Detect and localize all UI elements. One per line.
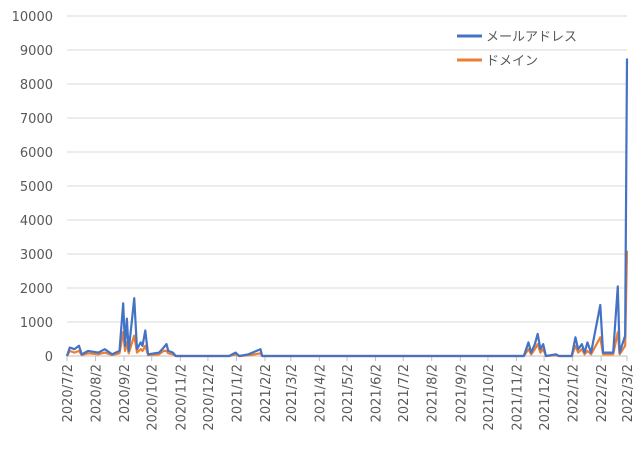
x-tick-label: 2020/11/2: [174, 364, 189, 431]
x-tick-label: 2021/2/2: [259, 364, 274, 422]
x-tick-label: 2022/2/2: [595, 364, 610, 422]
x-tick-label: 2020/12/2: [202, 364, 217, 431]
x-tick-label: 2021/1/2: [230, 364, 245, 422]
y-tick-label: 10000: [12, 10, 53, 25]
y-tick-label: 9000: [20, 44, 53, 59]
x-tick-label: 2020/10/2: [146, 364, 161, 431]
y-tick-label: 5000: [20, 180, 53, 195]
x-tick-label: 2021/7/2: [397, 364, 412, 422]
legend-label: ドメイン: [486, 54, 538, 69]
x-tick-label: 2021/4/2: [313, 364, 328, 422]
x-tick-label: 2020/9/2: [118, 364, 133, 422]
x-tick-label: 2021/6/2: [370, 364, 385, 422]
series-line: [66, 250, 629, 358]
x-tick-label: 2021/10/2: [482, 364, 497, 431]
series-line: [65, 58, 629, 358]
y-tick-label: 8000: [20, 78, 53, 93]
x-tick-label: 2021/3/2: [285, 364, 300, 422]
x-tick-label: 2021/11/2: [510, 364, 525, 431]
y-tick-label: 2000: [20, 282, 53, 297]
x-tick-label: 2021/8/2: [426, 364, 441, 422]
x-tick-label: 2021/5/2: [341, 364, 356, 422]
y-tick-label: 7000: [20, 112, 53, 127]
y-tick-label: 6000: [20, 146, 53, 161]
x-tick-label: 2022/1/2: [567, 364, 582, 422]
x-tick-label: 2020/8/2: [90, 364, 105, 422]
x-tick-label: 2020/7/2: [61, 364, 76, 422]
y-tick-label: 4000: [20, 214, 53, 229]
x-tick-label: 2021/9/2: [454, 364, 469, 422]
y-tick-label: 3000: [20, 248, 53, 263]
y-tick-label: 1000: [20, 316, 53, 331]
legend-label: メールアドレス: [486, 30, 577, 45]
y-tick-label: 0: [45, 350, 53, 365]
x-tick-label: 2022/3/2: [621, 364, 636, 422]
x-tick-label: 2021/12/2: [538, 364, 553, 431]
